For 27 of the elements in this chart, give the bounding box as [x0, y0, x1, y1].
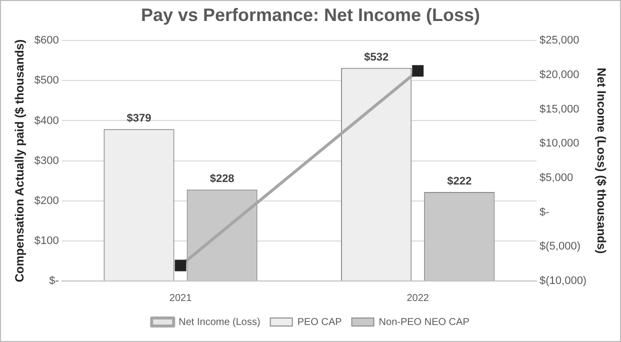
y2-axis-title: Net Income (Loss) ($ thousands)	[594, 68, 608, 254]
data-label: $532	[364, 51, 389, 64]
y2-tick-label: $25,000	[540, 34, 580, 47]
y-tick-label: $400	[34, 114, 59, 127]
y2-tick-label: $5,000	[540, 172, 574, 184]
data-label: $228	[210, 173, 234, 186]
y-tick-label: $100	[34, 234, 59, 247]
y-tick-label: $500	[34, 74, 59, 87]
y2-tick-label: $(10,000)	[540, 275, 587, 288]
legend-label: PEO CAP	[297, 316, 342, 328]
y2-tick-label: $-	[540, 206, 550, 218]
chart-title: Pay vs Performance: Net Income (Loss)	[140, 4, 480, 25]
y-tick-label: $-	[49, 275, 60, 288]
y2-tick-label: $20,000	[540, 68, 580, 81]
y-tick-label: $200	[34, 194, 59, 207]
data-label: $222	[447, 176, 472, 188]
data-label: $379	[126, 112, 152, 125]
y-axis-title: Compensation Actually paid ($ thousands)	[12, 39, 27, 282]
x-tick-label: 2022	[406, 292, 430, 304]
y2-tick-label: $15,000	[540, 103, 580, 116]
y-tick-label: $300	[34, 154, 59, 167]
x-tick-label: 2021	[169, 292, 192, 304]
y2-tick-label: $(5,000)	[540, 240, 580, 253]
y-tick-label: $600	[34, 34, 59, 47]
legend-label: Non-PEO NEO CAP	[378, 316, 470, 328]
legend-label: Net Income (Loss)	[178, 316, 260, 328]
y2-tick-label: $10,000	[540, 138, 580, 150]
